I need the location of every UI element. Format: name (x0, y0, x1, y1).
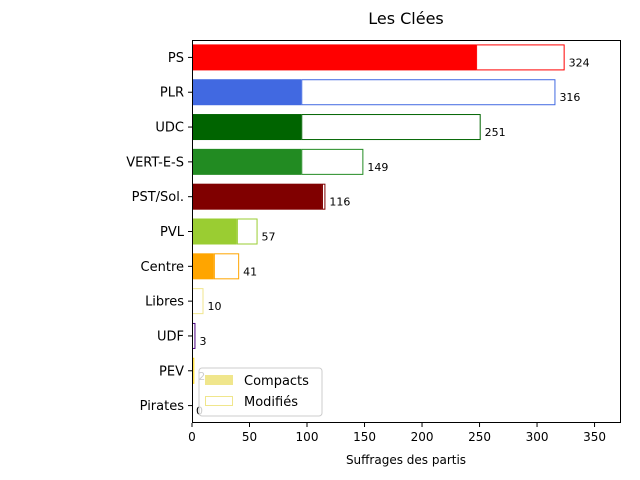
bar-modifies (301, 148, 364, 175)
chart-title: Les Clées (368, 9, 444, 28)
y-tick-label: PEV (159, 364, 184, 379)
y-tick-label: PLR (160, 86, 184, 101)
legend-swatch-filled (205, 375, 233, 385)
bars-layer (192, 44, 565, 384)
y-tick-label: Pirates (140, 399, 185, 414)
bar-compacts (192, 79, 302, 106)
y-tick-label: PVL (160, 225, 185, 240)
bar-total-label: 116 (329, 196, 350, 209)
axes-layer: PS PLR UDC VERT-E-S PST/Sol. PVL Centre Libres U… (126, 40, 621, 444)
bar-total-label: 41 (243, 265, 257, 278)
y-tick-label: Centre (141, 260, 184, 275)
bar-total-label: 10 (208, 300, 222, 313)
bar-modifies (301, 114, 481, 141)
y-tick-label: UDC (155, 121, 184, 136)
legend-swatch-outline (205, 396, 233, 406)
bar-compacts (192, 114, 302, 141)
y-tick-label: Libres (145, 295, 184, 310)
bar-total-label: 324 (569, 56, 590, 69)
bar-modifies (301, 79, 556, 106)
x-tick-label: 200 (411, 430, 434, 444)
bar-modifies (213, 253, 240, 280)
bar-total-label: 3 (199, 335, 206, 348)
bar-total-label: 251 (485, 126, 506, 139)
legend-label: Compacts (244, 374, 309, 389)
bar-compacts (192, 218, 237, 245)
bar-modifies (476, 44, 565, 71)
legend: Compacts Modifiés (198, 367, 323, 417)
y-tick-label: VERT-E-S (126, 155, 184, 170)
bar-total-label: 57 (262, 231, 276, 244)
bar-compacts (192, 183, 322, 210)
x-tick-label: 100 (296, 430, 319, 444)
bar-compacts (192, 44, 477, 71)
y-tick-label: PS (168, 51, 184, 66)
x-tick-label: 350 (583, 430, 606, 444)
legend-label: Modifiés (244, 395, 298, 410)
labels-layer: 324316251149116574110320 (196, 56, 590, 417)
x-tick-label: 300 (526, 430, 549, 444)
bar-modifies (192, 288, 204, 315)
x-tick-label: 150 (353, 430, 376, 444)
x-tick-label: 250 (468, 430, 491, 444)
y-tick-label: PST/Sol. (132, 190, 184, 205)
bar-modifies (321, 183, 326, 210)
bar-compacts (192, 148, 302, 175)
y-tick-label: UDF (157, 329, 184, 344)
bar-modifies (236, 218, 258, 245)
bar-total-label: 316 (559, 91, 580, 104)
bar-compacts (192, 253, 214, 280)
x-tick-label: 0 (188, 430, 196, 444)
bar-total-label: 149 (367, 161, 388, 174)
x-axis-label: Suffrages des partis (346, 453, 466, 467)
x-tick-label: 50 (242, 430, 257, 444)
plot-frame (192, 40, 621, 423)
